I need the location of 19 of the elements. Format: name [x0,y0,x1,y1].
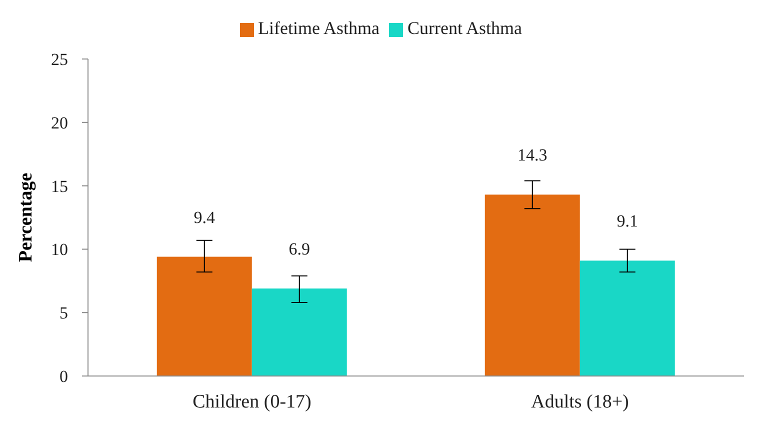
data-label: 9.4 [194,208,216,227]
y-axis-title: Percentage [16,172,37,262]
data-label: 14.3 [518,146,548,165]
y-tick-label: 20 [51,113,68,132]
bar [484,194,580,376]
y-tick-label: 10 [51,240,68,260]
legend-label: Current Asthma [407,18,522,38]
y-tick-label: 0 [60,367,68,386]
y-tick-label: 25 [51,50,68,70]
y-tick-label: 15 [51,176,68,196]
bar [580,260,675,376]
x-tick-label: Children (0-17) [192,391,312,412]
data-label: 6.9 [288,240,310,259]
bar [156,256,252,376]
data-label: 9.1 [616,212,638,231]
y-tick-label: 5 [60,304,68,323]
x-tick-label: Adults (18+) [531,391,629,412]
legend-label: Lifetime Asthma [258,18,380,38]
bar [252,288,347,376]
